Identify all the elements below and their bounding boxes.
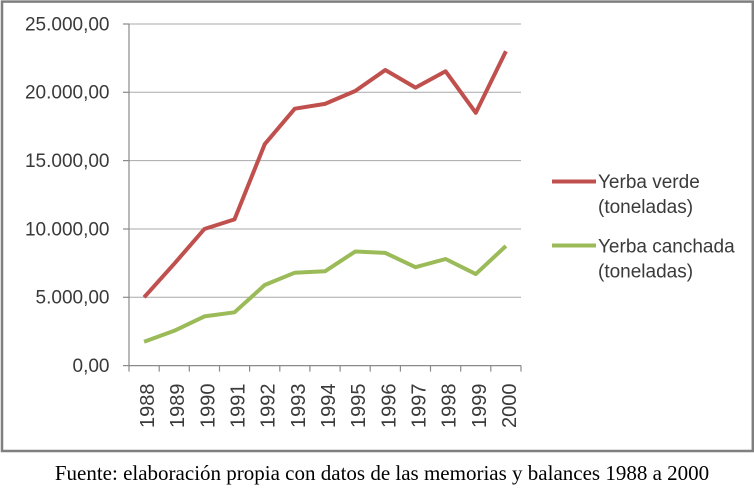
svg-text:5.000,00: 5.000,00 [36, 288, 110, 309]
svg-text:Yerba canchada: Yerba canchada [598, 237, 735, 258]
svg-text:1992: 1992 [258, 384, 280, 429]
svg-text:15.000,00: 15.000,00 [25, 151, 110, 172]
svg-text:1993: 1993 [288, 384, 310, 429]
svg-text:1991: 1991 [228, 384, 250, 429]
svg-text:10.000,00: 10.000,00 [25, 219, 110, 240]
svg-text:1988: 1988 [137, 384, 159, 429]
svg-text:20.000,00: 20.000,00 [25, 83, 110, 104]
svg-text:0,00: 0,00 [73, 356, 110, 377]
svg-text:2000: 2000 [499, 384, 521, 429]
svg-text:1995: 1995 [348, 384, 370, 429]
svg-text:1999: 1999 [469, 384, 491, 429]
svg-text:1989: 1989 [167, 384, 189, 429]
svg-text:1998: 1998 [439, 384, 461, 429]
svg-text:1994: 1994 [318, 384, 340, 429]
svg-text:(toneladas): (toneladas) [598, 262, 693, 283]
svg-text:Yerba verde: Yerba verde [598, 172, 700, 193]
svg-text:25.000,00: 25.000,00 [25, 14, 110, 35]
svg-text:1990: 1990 [197, 384, 219, 429]
svg-text:Fuente: elaboración propia con: Fuente: elaboración propia con datos de … [55, 461, 709, 485]
svg-text:1996: 1996 [378, 384, 400, 429]
svg-text:(toneladas): (toneladas) [598, 197, 693, 218]
svg-text:1997: 1997 [409, 384, 431, 429]
